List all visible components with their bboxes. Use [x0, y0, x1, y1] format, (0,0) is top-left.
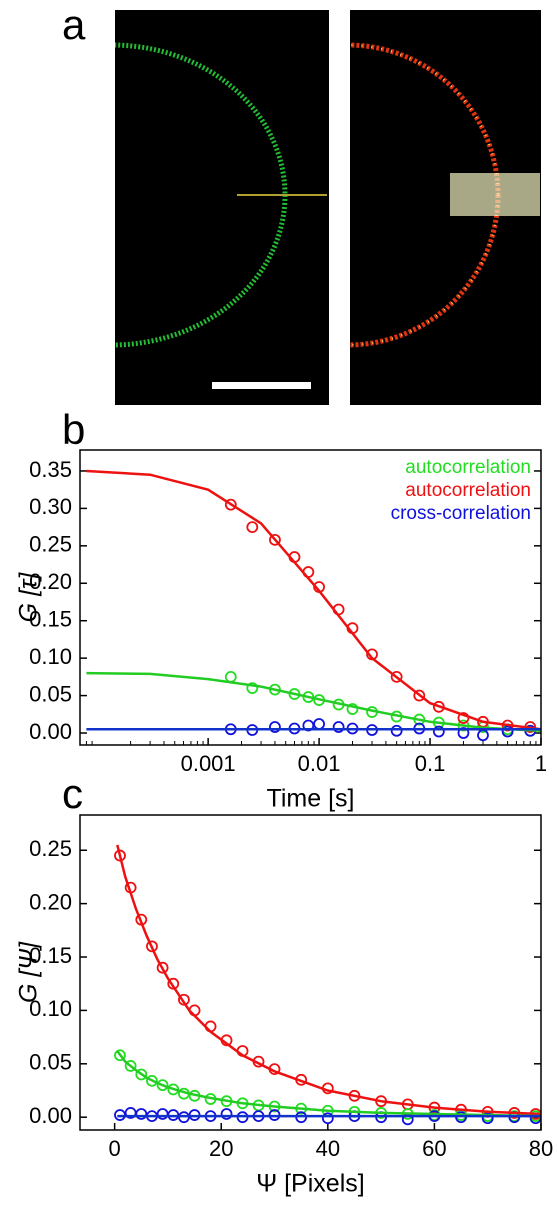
y-tick-label: 0.30: [29, 494, 72, 519]
data-point: [156, 1108, 169, 1120]
data-point: [224, 670, 237, 683]
data-point: [321, 1112, 334, 1125]
data-point: [390, 724, 403, 737]
y-tick-label: 0.25: [29, 532, 72, 557]
data-point: [501, 725, 514, 738]
x-tick-label: 1: [535, 751, 547, 776]
data-point: [313, 718, 325, 730]
y-tick-label: 0.10: [29, 996, 72, 1021]
data-point: [457, 712, 470, 724]
data-point: [146, 1074, 158, 1087]
data-point: [457, 727, 470, 739]
y-tick-label: 0.10: [29, 644, 72, 669]
x-tick-label: 0: [109, 1136, 121, 1161]
data-point: [224, 498, 237, 511]
micrograph-green: [115, 10, 329, 405]
data-point: [156, 961, 169, 974]
x-tick-label: 40: [316, 1136, 340, 1161]
y-tick-label: 0.20: [29, 569, 72, 594]
x-tick-label: 20: [209, 1136, 233, 1161]
data-point: [269, 533, 281, 546]
y-axis-label: G [τ]: [15, 572, 43, 623]
fit-line: [86, 469, 541, 731]
y-tick-label: 0.15: [29, 607, 72, 632]
y-tick-label: 0.00: [29, 719, 72, 744]
legend-entry: autocorrelation: [405, 457, 531, 478]
y-tick-label: 0.05: [29, 1050, 72, 1075]
data-point: [432, 725, 445, 738]
data-point: [269, 721, 281, 733]
data-point: [346, 703, 359, 715]
plot-frame: [79, 814, 542, 1131]
data-point: [135, 1108, 148, 1120]
plot-area: [114, 844, 541, 1126]
data-point: [413, 689, 426, 702]
data-point: [246, 682, 259, 694]
data-point: [124, 1060, 137, 1072]
plot-frame: [79, 449, 542, 746]
data-point: [156, 1079, 169, 1092]
data-point: [178, 993, 190, 1006]
legend-entry: autocorrelation: [405, 480, 531, 501]
y-tick-label: 0.25: [29, 836, 72, 861]
x-tick-label: 0.1: [415, 751, 446, 776]
x-tick-label: 60: [422, 1136, 446, 1161]
fit-line: [86, 671, 541, 733]
data-point: [481, 1112, 494, 1125]
plot-area: [86, 469, 541, 742]
panel-label: a: [62, 1, 86, 48]
fit-line: [116, 1050, 541, 1118]
legend-entry: cross-correlation: [391, 503, 531, 524]
panel-label: b: [62, 406, 85, 453]
x-axis-label: Ψ [Pixels]: [256, 1170, 364, 1198]
y-tick-label: 0.35: [29, 457, 72, 482]
y-tick-label: 0.20: [29, 889, 72, 914]
y-axis-label: G [Ψ]: [15, 941, 43, 1003]
data-point: [167, 977, 180, 990]
y-tick-label: 0.00: [29, 1103, 72, 1128]
data-point: [332, 721, 345, 733]
data-point: [135, 1068, 148, 1081]
x-tick-label: 0.01: [298, 751, 341, 776]
panel-label: c: [62, 770, 83, 817]
data-point: [220, 1108, 233, 1120]
x-tick-label: 0.001: [181, 751, 236, 776]
fit-line: [116, 844, 541, 1116]
y-tick-label: 0.05: [29, 681, 72, 706]
x-axis-label: Time [s]: [267, 785, 355, 813]
x-tick-label: 80: [529, 1136, 553, 1161]
data-point: [390, 670, 403, 683]
micrograph-red: [350, 10, 541, 405]
y-tick-label: 0.15: [29, 943, 72, 968]
data-point: [146, 940, 158, 953]
data-point: [114, 1049, 126, 1062]
data-point: [246, 521, 259, 534]
